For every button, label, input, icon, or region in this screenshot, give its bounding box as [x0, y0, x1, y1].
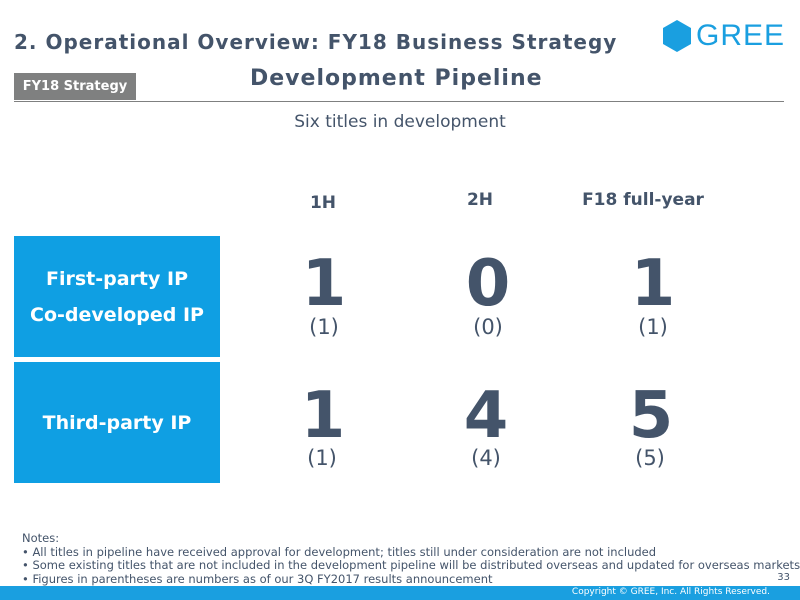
note-item: • All titles in pipeline have received a…	[22, 544, 657, 559]
strategy-tag: FY18 Strategy	[14, 73, 136, 100]
notes: Notes: • All titles in pipeline have rec…	[22, 531, 800, 586]
column-header-1h: 1H	[309, 193, 337, 213]
section-title: Development Pipeline	[250, 66, 543, 91]
column-header-full-year: F18 full-year	[582, 190, 704, 210]
row-label-third-party: Third-party IP	[14, 362, 220, 483]
column-header-2h: 2H	[466, 190, 494, 210]
prior-first-party-2h: (0)	[473, 315, 503, 339]
copyright: Copyright © GREE, Inc. All Rights Reserv…	[571, 587, 770, 597]
value-first-party-2h: 0	[465, 247, 511, 321]
row-label-first-party: First-party IP Co-developed IP	[14, 236, 220, 357]
prior-first-party-1h: (1)	[309, 315, 339, 339]
value-third-party-1h: 1	[300, 379, 346, 453]
prior-first-party-full-year: (1)	[638, 315, 668, 339]
prior-third-party-full-year: (5)	[635, 446, 665, 470]
value-first-party-full-year: 1	[630, 247, 676, 321]
notes-heading: Notes:	[22, 531, 60, 545]
header-title: 2. Operational Overview: FY18 Business S…	[14, 30, 618, 54]
hexagon-icon	[663, 20, 691, 52]
note-item: • Figures in parentheses are numbers as …	[22, 571, 493, 586]
prior-third-party-1h: (1)	[307, 446, 337, 470]
value-first-party-1h: 1	[301, 247, 347, 321]
value-third-party-full-year: 5	[628, 379, 674, 453]
footer-bar: Copyright © GREE, Inc. All Rights Reserv…	[0, 586, 800, 600]
row-label-line: Third-party IP	[42, 411, 192, 434]
page-number: 33	[777, 572, 790, 583]
title-divider	[14, 101, 784, 102]
gree-logo: GREE	[662, 20, 785, 52]
logo-text: GREE	[696, 19, 786, 52]
subtitle: Six titles in development	[294, 112, 506, 132]
prior-third-party-2h: (4)	[471, 446, 501, 470]
row-label-line: Co-developed IP	[30, 303, 204, 326]
value-third-party-2h: 4	[463, 379, 509, 453]
note-item: • Some existing titles that are not incl…	[22, 558, 800, 572]
row-label-line: First-party IP	[45, 267, 188, 290]
